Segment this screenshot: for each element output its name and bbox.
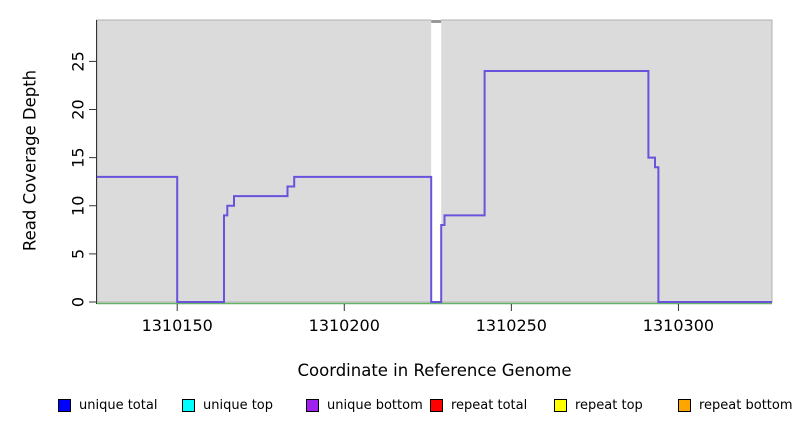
gap-top-cap — [431, 20, 442, 23]
legend-item-unique-bottom: unique bottom — [306, 399, 423, 412]
legend-label: unique bottom — [327, 398, 423, 413]
legend-label: unique top — [203, 398, 274, 413]
y-tick-label: 0 — [69, 297, 88, 307]
y-tick-label: 25 — [69, 51, 88, 71]
x-axis-title: Coordinate in Reference Genome — [297, 361, 572, 380]
x-tick-label: 1310300 — [643, 316, 714, 335]
legend-item-unique-total: unique total — [58, 399, 157, 412]
legend-label: repeat top — [575, 398, 643, 413]
x-tick-label: 1310200 — [309, 316, 380, 335]
unique-bottom-swatch — [306, 399, 319, 412]
repeat-bottom-swatch — [678, 399, 691, 412]
legend-item-repeat-bottom: repeat bottom — [678, 399, 792, 412]
y-tick-label: 5 — [69, 249, 88, 259]
legend-item-unique-top: unique top — [182, 399, 273, 412]
legend-label: repeat total — [451, 398, 528, 413]
unique-top-swatch — [182, 399, 195, 412]
legend-label: unique total — [79, 398, 158, 413]
repeat-top-swatch — [554, 399, 567, 412]
y-axis-title: Read Coverage Depth — [20, 69, 40, 252]
repeat-total-swatch — [430, 399, 443, 412]
x-tick-label: 1310250 — [476, 316, 547, 335]
unique-total-swatch — [58, 399, 71, 412]
y-tick-label: 20 — [69, 99, 88, 119]
y-tick-label: 10 — [69, 196, 88, 216]
x-tick-label: 1310150 — [142, 316, 213, 335]
legend-item-repeat-top: repeat top — [554, 399, 643, 412]
legend-item-repeat-total: repeat total — [430, 399, 527, 412]
coverage-step-line — [97, 70, 772, 303]
y-tick-label: 15 — [69, 147, 88, 167]
legend-label: repeat bottom — [699, 398, 792, 413]
coverage-gap-band — [431, 19, 442, 303]
